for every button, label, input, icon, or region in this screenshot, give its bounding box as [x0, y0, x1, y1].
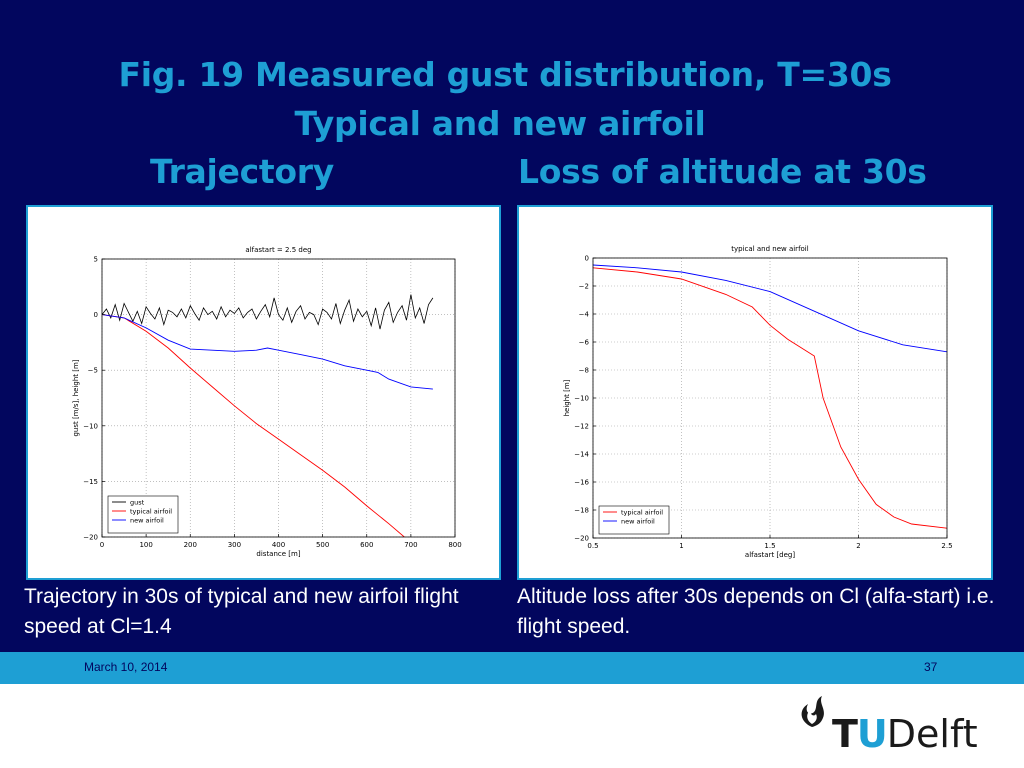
trajectory-chart-x-tick-label: 600 — [360, 541, 373, 549]
footer-date: March 10, 2014 — [84, 660, 168, 674]
trajectory-chart-x-axis-label: distance [m] — [256, 550, 300, 558]
trajectory-chart-x-tick-label: 500 — [316, 541, 329, 549]
altitude-loss-chart: 0.5 1 1.5 2 2.5 0 −2 −4 −6 −8 −10 −12 −14 −16 −18 −20 ty… — [563, 245, 953, 559]
chart-frame-altitude: 0.5 1 1.5 2 2.5 0 −2 −4 −6 −8 −10 −12 −14 −16 −18 −20 ty… — [517, 205, 993, 580]
altitude-chart-x-axis-label: alfastart [deg] — [745, 551, 795, 559]
altitude-chart-y-tick-label: 0 — [585, 255, 589, 263]
altitude-chart-y-tick-label: −12 — [574, 423, 589, 431]
chart-frame-trajectory: 0 100 200 300 400 500 600 700 800 5 0 −5 −10 −15 −20 al… — [26, 205, 501, 580]
altitude-chart-y-tick-label: −6 — [579, 339, 590, 347]
trajectory-chart: 0 100 200 300 400 500 600 700 800 5 0 −5 −10 −15 −20 al… — [72, 246, 462, 558]
trajectory-chart-x-tick-label: 300 — [228, 541, 241, 549]
altitude-chart-chart-title: typical and new airfoil — [731, 245, 808, 253]
altitude-chart-series-typical-airfoil — [593, 267, 947, 529]
altitude-chart-y-tick-label: −10 — [574, 395, 589, 403]
altitude-chart-series-new-airfoil — [593, 264, 947, 353]
slide-title: Fig. 19 Measured gust distribution, T=30… — [118, 55, 892, 94]
trajectory-chart-x-tick-label: 200 — [184, 541, 197, 549]
altitude-chart-legend-box — [598, 505, 670, 535]
altitude-chart-y-tick-label: −16 — [574, 479, 589, 487]
altitude-chart-y-tick-label: −8 — [579, 367, 589, 375]
trajectory-chart-y-tick-label: −20 — [83, 534, 98, 542]
trajectory-chart-y-axis-label: gust [m/s], height [m] — [72, 359, 80, 436]
trajectory-chart-series-gust — [102, 294, 434, 330]
page-number: 37 — [924, 660, 938, 674]
logo-delft: Delft — [886, 712, 978, 756]
altitude-chart-y-tick-label: −14 — [574, 451, 589, 459]
trajectory-chart-y-tick-label: −5 — [88, 367, 98, 375]
altitude-chart-y-axis-label: height [m] — [563, 379, 571, 416]
altitude-chart-y-tick-label: −2 — [579, 283, 589, 291]
trajectory-chart-y-tick-label: −15 — [83, 478, 98, 486]
trajectory-chart-x-tick-label: 800 — [448, 541, 461, 549]
tudelft-logo: TUDelft — [780, 694, 978, 758]
subtitle-trajectory: Trajectory — [150, 152, 334, 191]
trajectory-chart-x-tick-label: 0 — [100, 541, 104, 549]
trajectory-chart-series-new-airfoil — [102, 314, 433, 390]
altitude-chart-legend-label-typical-airfoil: typical airfoil — [621, 509, 663, 517]
caption-trajectory: Trajectory in 30s of typical and new air… — [24, 585, 459, 638]
trajectory-chart-series-typical-airfoil — [102, 314, 406, 537]
trajectory-chart-y-tick-label: 5 — [94, 256, 98, 264]
altitude-chart-legend-label-new-airfoil: new airfoil — [621, 518, 655, 526]
altitude-chart-x-tick-label: 2 — [856, 542, 860, 550]
altitude-chart-y-tick-label: −4 — [579, 311, 590, 319]
trajectory-chart-x-tick-label: 400 — [272, 541, 285, 549]
trajectory-chart-x-tick-label: 700 — [404, 541, 417, 549]
altitude-chart-x-tick-label: 1 — [679, 542, 683, 550]
footer-bar — [0, 652, 1024, 684]
altitude-chart-y-tick-label: −18 — [574, 507, 589, 515]
subtitle-altitude-loss: Loss of altitude at 30s — [518, 152, 927, 191]
logo-wordmark: TUDelft — [832, 712, 978, 756]
trajectory-chart-y-tick-label: −10 — [83, 422, 98, 430]
trajectory-chart-legend-label-new-airfoil: new airfoil — [130, 517, 164, 525]
altitude-chart-x-tick-label: 1.5 — [764, 542, 775, 550]
trajectory-chart-legend-label-typical-airfoil: typical airfoil — [130, 508, 172, 516]
altitude-chart-y-tick-label: −20 — [574, 535, 589, 543]
trajectory-chart-chart-title: alfastart = 2.5 deg — [245, 246, 311, 254]
caption-altitude-loss: Altitude loss after 30s depends on Cl (a… — [517, 585, 995, 638]
logo-tu-u: U — [856, 712, 888, 756]
flame-icon — [801, 696, 824, 727]
trajectory-chart-x-tick-label: 100 — [139, 541, 152, 549]
altitude-chart-x-tick-label: 0.5 — [587, 542, 598, 550]
logo-tu-t: T — [832, 712, 858, 756]
trajectory-chart-legend-label-gust: gust — [130, 499, 145, 507]
trajectory-chart-y-tick-label: 0 — [94, 311, 98, 319]
slide-title-line2: Typical and new airfoil — [294, 104, 706, 143]
altitude-chart-x-tick-label: 2.5 — [941, 542, 952, 550]
